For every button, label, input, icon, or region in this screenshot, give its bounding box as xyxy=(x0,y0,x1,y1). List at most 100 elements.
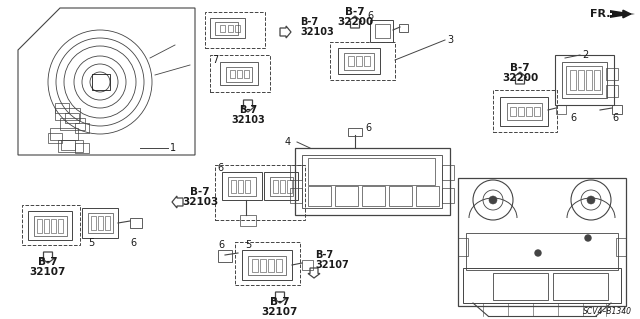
Text: 6: 6 xyxy=(130,238,136,248)
Text: 32107: 32107 xyxy=(262,307,298,317)
Circle shape xyxy=(535,250,541,256)
Bar xyxy=(553,273,608,300)
Bar xyxy=(237,70,242,78)
Bar xyxy=(50,128,78,140)
Text: FR.: FR. xyxy=(590,9,611,19)
Bar xyxy=(240,215,256,226)
Bar xyxy=(58,219,63,233)
Bar xyxy=(51,219,56,233)
Bar xyxy=(75,143,89,153)
Text: 5: 5 xyxy=(245,240,252,250)
Bar xyxy=(231,180,236,193)
Text: B-7: B-7 xyxy=(190,187,210,197)
Bar xyxy=(222,172,262,200)
Bar xyxy=(130,218,142,228)
Text: 3: 3 xyxy=(447,35,453,45)
Bar xyxy=(507,103,542,120)
Text: 32200: 32200 xyxy=(502,73,538,83)
Text: 4: 4 xyxy=(285,137,291,147)
Text: B-7: B-7 xyxy=(270,297,290,307)
Text: 2: 2 xyxy=(582,50,588,60)
Bar xyxy=(458,238,468,256)
Bar xyxy=(463,268,621,303)
Bar xyxy=(362,186,385,206)
Bar xyxy=(273,180,278,193)
Circle shape xyxy=(489,196,497,204)
Bar xyxy=(594,70,600,90)
Bar xyxy=(606,68,618,80)
Bar xyxy=(75,123,89,133)
Bar xyxy=(442,188,454,203)
Bar xyxy=(518,107,524,116)
Text: 7: 7 xyxy=(212,55,218,65)
Bar xyxy=(566,66,602,94)
Bar xyxy=(210,18,245,38)
Text: 5: 5 xyxy=(88,238,94,248)
Bar xyxy=(44,219,49,233)
Bar xyxy=(215,22,238,35)
Text: B-7: B-7 xyxy=(300,17,318,27)
Bar xyxy=(55,108,80,120)
Bar xyxy=(235,25,240,32)
Bar xyxy=(356,56,362,66)
Bar xyxy=(562,62,607,98)
Bar xyxy=(290,188,302,203)
Bar xyxy=(348,128,362,136)
Bar xyxy=(238,180,243,193)
Bar xyxy=(228,25,233,32)
Bar xyxy=(578,70,584,90)
Bar xyxy=(290,165,302,180)
Bar xyxy=(399,24,408,32)
Text: 32103: 32103 xyxy=(231,115,265,125)
Bar xyxy=(244,70,249,78)
Bar xyxy=(252,259,258,272)
Text: B-7: B-7 xyxy=(510,63,530,73)
Bar xyxy=(555,55,614,105)
Bar xyxy=(92,74,110,90)
Bar xyxy=(248,256,286,275)
Bar xyxy=(28,211,72,240)
Bar xyxy=(220,25,225,32)
Text: 1: 1 xyxy=(170,143,176,153)
Polygon shape xyxy=(610,10,635,18)
Bar xyxy=(526,107,532,116)
Bar xyxy=(370,20,393,42)
Bar xyxy=(375,24,390,38)
Text: 32107: 32107 xyxy=(30,267,66,277)
Bar xyxy=(458,178,626,306)
Bar xyxy=(34,216,67,236)
Bar xyxy=(302,260,313,270)
Text: 32107: 32107 xyxy=(315,260,349,270)
Text: 6: 6 xyxy=(612,113,618,123)
Bar xyxy=(276,259,282,272)
Text: B-7: B-7 xyxy=(315,250,333,260)
Bar xyxy=(338,48,380,74)
Bar xyxy=(91,216,96,230)
Bar xyxy=(308,158,435,185)
Bar xyxy=(82,208,118,238)
Bar xyxy=(48,133,62,143)
Bar xyxy=(295,148,450,215)
Text: SCV4–B1340: SCV4–B1340 xyxy=(583,308,632,316)
Bar xyxy=(242,250,292,280)
Bar xyxy=(389,186,412,206)
Bar xyxy=(500,97,548,126)
Bar xyxy=(335,186,358,206)
Text: 6: 6 xyxy=(570,113,576,123)
Bar xyxy=(348,56,354,66)
Bar xyxy=(493,273,548,300)
Bar xyxy=(287,180,292,193)
Text: B-7: B-7 xyxy=(345,7,365,17)
Bar xyxy=(586,70,592,90)
Circle shape xyxy=(587,196,595,204)
Text: B-7: B-7 xyxy=(239,105,257,115)
Bar xyxy=(280,180,285,193)
Bar xyxy=(510,107,516,116)
Text: B-7: B-7 xyxy=(38,257,58,267)
Bar xyxy=(228,177,256,196)
Bar xyxy=(556,105,566,114)
Circle shape xyxy=(585,235,591,241)
Bar xyxy=(37,219,42,233)
Bar xyxy=(218,250,232,262)
Bar xyxy=(344,53,374,70)
